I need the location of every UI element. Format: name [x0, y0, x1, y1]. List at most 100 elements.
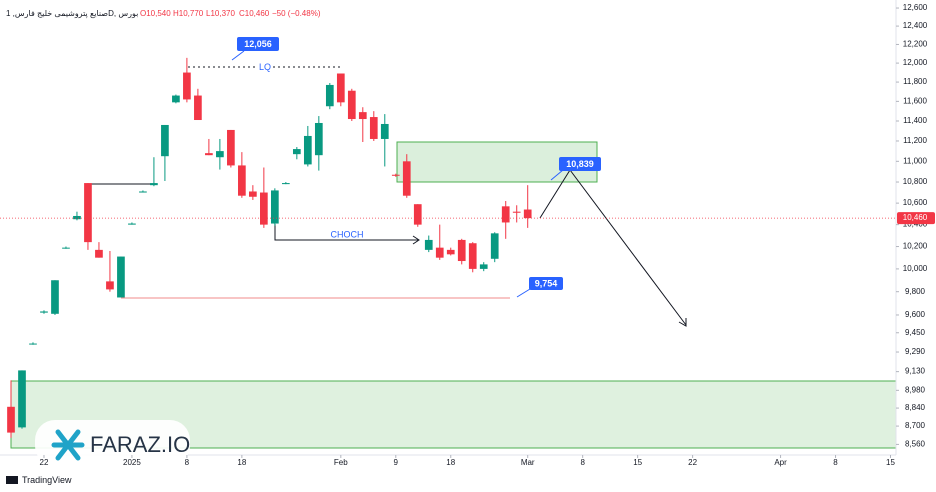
y-tick-label: 9,800	[905, 287, 926, 296]
candle-body	[84, 183, 92, 243]
x-tick-label: 15	[633, 458, 642, 467]
candle-body	[303, 135, 312, 165]
y-tick-label: 8,700	[905, 421, 926, 430]
callout-box	[237, 37, 279, 51]
y-tick-label: 10,800	[903, 177, 928, 186]
ohlc-value: O10,540	[140, 9, 171, 18]
y-tick-label: 11,800	[903, 77, 927, 86]
candle-body	[369, 117, 378, 139]
candle-body	[205, 153, 213, 156]
candle-body	[73, 215, 81, 220]
candle-body	[358, 112, 367, 120]
x-tick-label: 2025	[123, 458, 141, 467]
candle-body	[227, 129, 235, 166]
x-tick-label: 8	[185, 458, 190, 467]
y-tick-label: 11,000	[903, 156, 927, 165]
candle-body	[457, 239, 466, 262]
projection-arrowhead	[678, 318, 687, 327]
watermark-logo	[51, 429, 85, 461]
candle-body	[479, 264, 488, 269]
candle-body	[347, 90, 356, 120]
watermark: FARAZ.IO	[90, 432, 190, 457]
choch-arrowhead	[412, 235, 420, 245]
candle-body	[216, 151, 224, 158]
x-tick-label: 9	[394, 458, 399, 467]
x-tick-label: 22	[688, 458, 697, 467]
candle-body	[117, 256, 125, 298]
candle-body	[314, 122, 323, 156]
x-tick-label: 18	[237, 458, 246, 467]
candle-body	[249, 191, 257, 197]
ohlc-legend: O10,540 H10,770 L10,370 C10,460 −50 (−0.48%)	[140, 9, 321, 18]
y-tick-label: 11,200	[903, 136, 927, 145]
x-tick-label: Apr	[774, 458, 787, 467]
callout-box	[559, 157, 601, 171]
y-tick-label: 11,400	[903, 116, 927, 125]
y-tick-label: 8,560	[905, 440, 926, 449]
callout-pointer	[231, 50, 245, 61]
candle-body	[106, 281, 114, 290]
candle-body	[490, 233, 499, 259]
candle-body	[150, 183, 158, 186]
candle-body	[62, 247, 70, 249]
candle-body	[391, 174, 400, 176]
y-tick-label: 9,290	[905, 347, 926, 356]
y-tick-label: 10,600	[903, 198, 928, 207]
candle-body	[51, 280, 59, 314]
candle-body	[128, 223, 136, 225]
y-tick-label: 12,200	[903, 40, 928, 49]
candle-body	[29, 343, 37, 345]
chart-title: صنایع پتروشیمی خلیج فارس, 1D, بورس	[6, 9, 138, 18]
ohlc-value: −50 (−0.48%)	[272, 9, 321, 18]
y-tick-label: 12,000	[903, 58, 928, 67]
candle-body	[139, 191, 147, 193]
candle-body	[260, 192, 268, 225]
callout-pointer	[516, 288, 531, 298]
candle-body	[446, 249, 455, 255]
candle-body	[501, 206, 510, 223]
y-tick-label: 8,840	[905, 403, 926, 412]
candle-body	[238, 165, 246, 196]
annotation-label: CHOCH	[331, 229, 364, 239]
y-tick-label: 12,600	[903, 3, 928, 12]
y-tick-label: 10,400	[903, 220, 928, 229]
choch-line	[274, 224, 418, 241]
candle-body	[95, 249, 103, 258]
annotation-label: 12,056	[244, 39, 272, 49]
y-tick-label: 9,450	[905, 328, 926, 337]
x-tick-label: Mar	[521, 458, 535, 467]
candle-body	[380, 123, 389, 139]
x-tick-label: 15	[886, 458, 895, 467]
candle-body	[18, 370, 26, 428]
x-tick-label: 8	[833, 458, 838, 467]
footer: TradingView	[22, 475, 72, 485]
candle-body	[336, 73, 345, 103]
candle-body	[468, 243, 477, 269]
candle-body	[161, 124, 169, 157]
label-bg	[257, 61, 273, 73]
y-tick-label: 8,980	[905, 385, 926, 394]
y-tick-label: 10,000	[903, 264, 928, 273]
candle-body	[413, 204, 422, 225]
x-tick-label: Feb	[334, 458, 348, 467]
y-tick-label: 9,130	[905, 367, 926, 376]
candle-body	[325, 84, 334, 107]
candle-body	[292, 149, 301, 155]
candle-body	[435, 247, 444, 258]
annotation-label: LQ	[259, 62, 271, 72]
candle-body	[523, 209, 532, 219]
last-price-box	[897, 212, 935, 225]
candle-body	[402, 161, 411, 196]
y-tick-label: 10,200	[903, 242, 928, 251]
x-tick-label: 18	[446, 458, 455, 467]
ohlc-value: C10,460	[239, 9, 270, 18]
y-tick-label: 11,600	[903, 96, 927, 105]
callout-pointer	[550, 169, 564, 181]
x-tick-label: 22	[40, 458, 49, 467]
candle-body	[270, 190, 279, 224]
candle-body	[7, 406, 15, 433]
callout-box	[529, 277, 563, 290]
candle-body	[183, 72, 191, 100]
annotation-label: 10,839	[566, 159, 594, 169]
